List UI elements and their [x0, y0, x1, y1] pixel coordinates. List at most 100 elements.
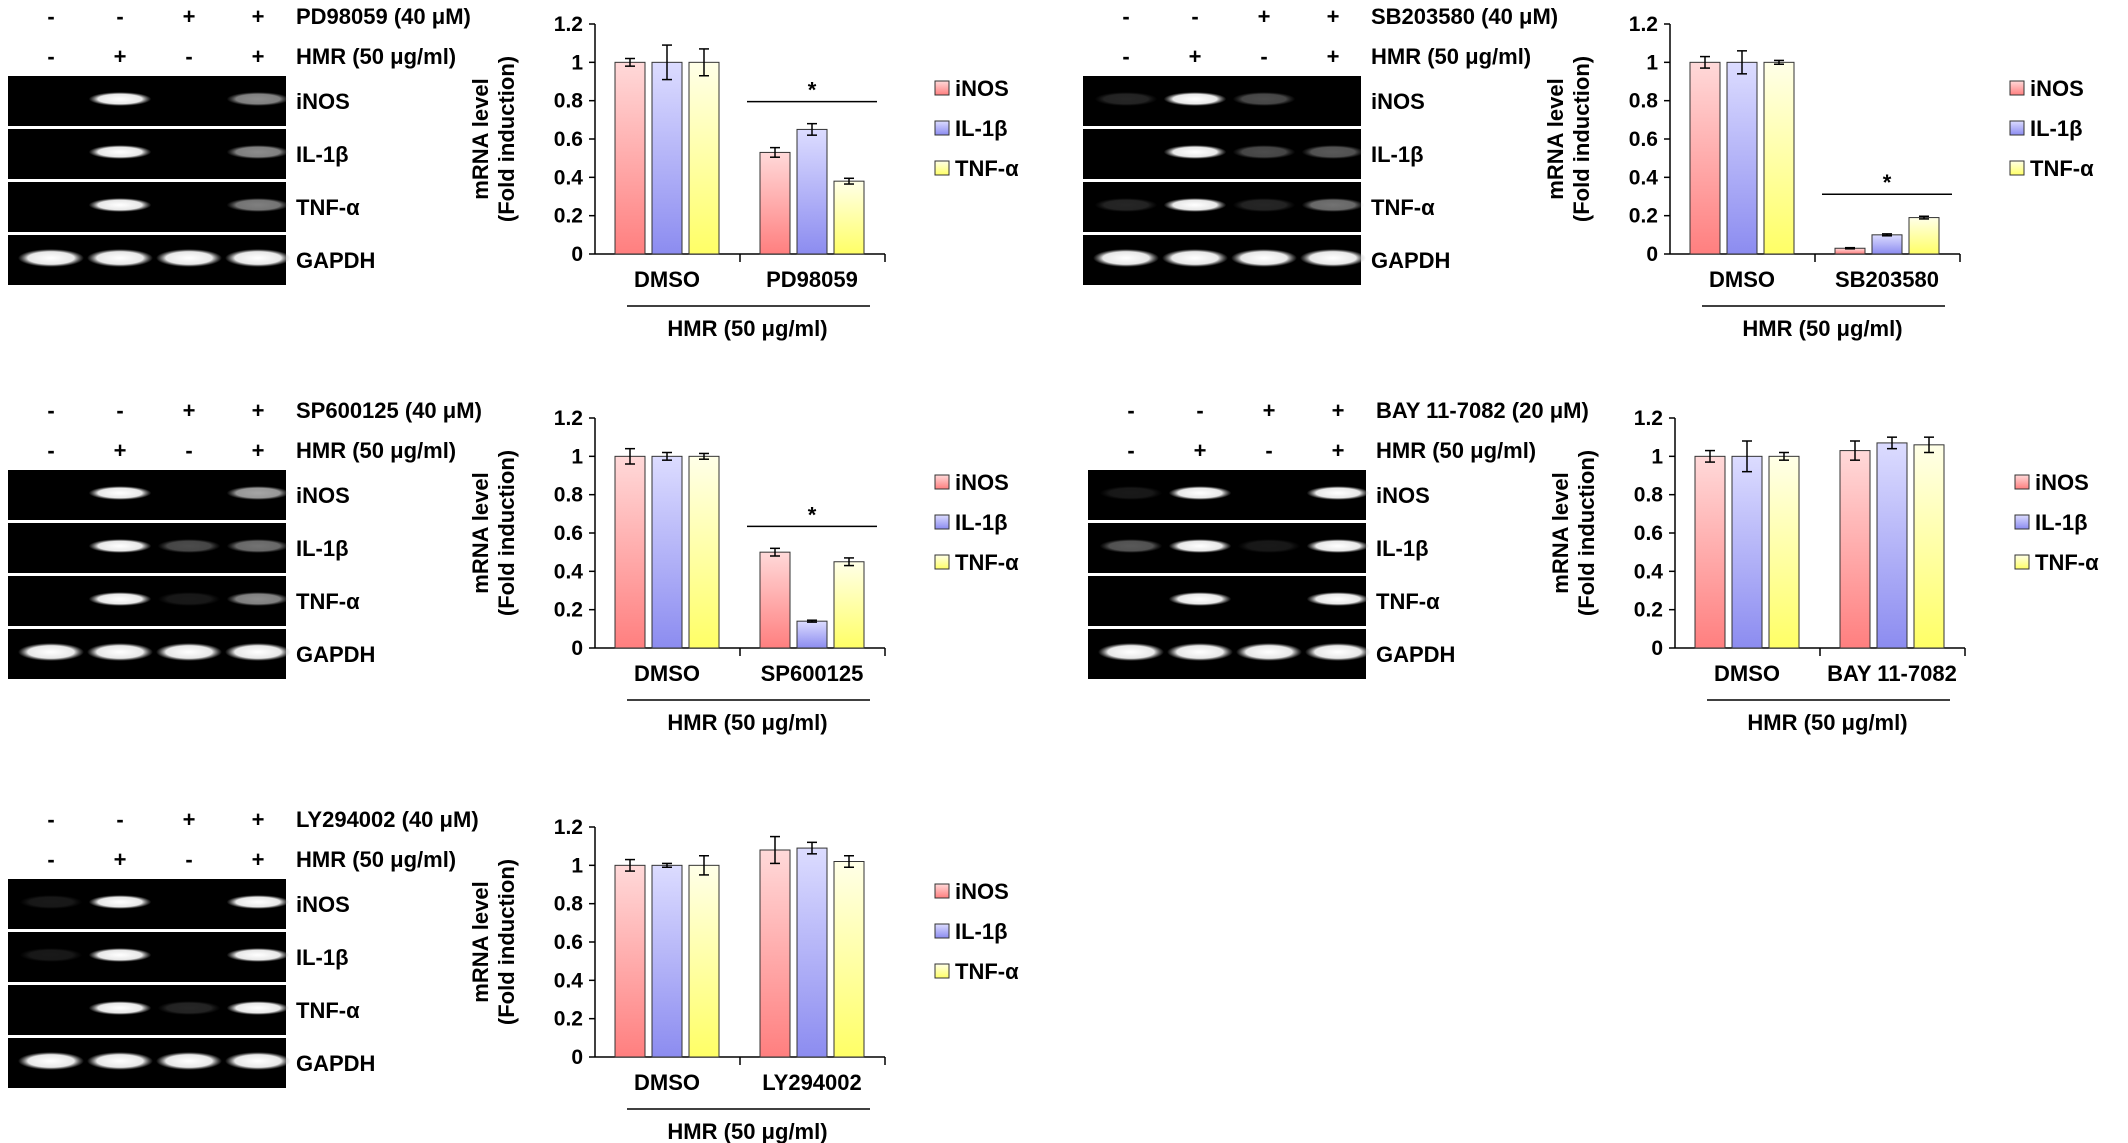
gel-band: [1237, 539, 1301, 553]
y-tick-label: 0.4: [554, 560, 584, 583]
y-tick-label: 0: [571, 243, 583, 266]
gel-band: [225, 643, 291, 661]
bar: [651, 455, 683, 649]
y-tick-label: 0: [1651, 637, 1663, 660]
gel-row-label: iNOS: [1371, 89, 1425, 114]
gel-band: [88, 1001, 152, 1015]
gel-row-label: IL-1β: [296, 945, 349, 970]
gel-band: [1231, 249, 1297, 267]
category-label: DMSO: [1709, 267, 1775, 292]
inhibitor-sign: +: [1332, 398, 1345, 423]
gel-row-label: TNF-α: [296, 195, 360, 220]
gel-band: [87, 1052, 153, 1070]
legend-label: IL-1β: [955, 919, 1008, 944]
gel-band: [226, 92, 290, 106]
y-tick-label: 0.6: [1634, 522, 1663, 545]
panel-4: - - + + - + - + BAY 11-7082 (20 μM) HMR (50 μg/ml…: [1088, 398, 2099, 735]
hmr-sign: +: [252, 438, 265, 463]
inhibitor-sign: -: [1127, 398, 1134, 423]
category-label: DMSO: [1714, 661, 1780, 686]
hmr-sign: -: [47, 44, 54, 69]
gel-band: [1094, 92, 1158, 106]
bar: [1871, 234, 1903, 255]
inhibitor-sign: -: [1122, 4, 1129, 29]
bar: [759, 151, 791, 255]
inhibitor-sign: +: [183, 807, 196, 832]
y-tick-label: 0.4: [554, 166, 584, 189]
bar: [1908, 217, 1940, 255]
hmr-sign: -: [1122, 44, 1129, 69]
hmr-sign: +: [1332, 438, 1345, 463]
hmr-sign: -: [185, 847, 192, 872]
inhibitor-sign: +: [252, 807, 265, 832]
y-tick-label: 0: [1646, 243, 1658, 266]
gel-band: [1163, 198, 1227, 212]
category-label: DMSO: [634, 661, 700, 686]
bar: [759, 849, 791, 1058]
legend-label: TNF-α: [2030, 156, 2094, 181]
gel-row-label: iNOS: [1376, 483, 1430, 508]
hmr-sign: +: [114, 44, 127, 69]
gel-band: [157, 1001, 221, 1015]
gel-band: [18, 1052, 84, 1070]
legend-swatch: [934, 80, 950, 96]
gel-row-label: iNOS: [296, 89, 350, 114]
y-tick-label: 1.2: [1629, 13, 1658, 36]
gel-band: [226, 592, 290, 606]
gel-row-label: iNOS: [296, 483, 350, 508]
y-tick-label: 0.8: [554, 90, 584, 113]
gel-band: [1099, 486, 1163, 500]
y-axis-title-line2: (Fold induction): [494, 56, 519, 222]
hmr-sign: +: [1327, 44, 1340, 69]
category-label: LY294002: [762, 1070, 862, 1095]
y-tick-label: 0: [571, 637, 583, 660]
gel-band: [1162, 249, 1228, 267]
gel-band: [225, 249, 291, 267]
category-label: BAY 11-7082: [1827, 661, 1957, 686]
category-label: DMSO: [634, 267, 700, 292]
inhibitor-sign: +: [1327, 4, 1340, 29]
gel-band: [88, 539, 152, 553]
y-axis-title: mRNA level (Fold induction): [1543, 56, 1594, 222]
hmr-sign: +: [252, 847, 265, 872]
gel-band: [156, 643, 222, 661]
inhibitor-sign: -: [1191, 4, 1198, 29]
gel-band: [226, 895, 290, 909]
hmr-sign: -: [47, 438, 54, 463]
legend-swatch: [2014, 474, 2030, 490]
y-axis-title: mRNA level (Fold induction): [468, 56, 519, 222]
gel-band: [88, 486, 152, 500]
category-label: SB203580: [1835, 267, 1939, 292]
y-tick-label: 0.6: [1629, 128, 1658, 151]
legend-swatch: [2009, 80, 2025, 96]
y-tick-label: 1: [571, 445, 583, 468]
gel-band: [1301, 145, 1365, 159]
inhibitor-sign: -: [47, 398, 54, 423]
inhibitor-label: LY294002 (40 μM): [296, 807, 479, 832]
inhibitor-sign: -: [116, 4, 123, 29]
legend-label: IL-1β: [955, 510, 1008, 535]
bar: [688, 864, 720, 1058]
gel-band: [88, 145, 152, 159]
y-axis-title-line2: (Fold induction): [1569, 56, 1594, 222]
legend-swatch: [934, 474, 950, 490]
legend-label: iNOS: [2035, 470, 2089, 495]
y-tick-label: 1.2: [554, 407, 583, 430]
y-tick-label: 0.6: [554, 931, 583, 954]
gel-band: [1305, 643, 1371, 661]
gel-band: [88, 592, 152, 606]
hmr-sign: -: [1260, 44, 1267, 69]
hmr-label: HMR (50 μg/ml): [1371, 44, 1531, 69]
legend-label: TNF-α: [2035, 550, 2099, 575]
hmr-label: HMR (50 μg/ml): [296, 847, 456, 872]
gel-band: [226, 539, 290, 553]
gel-band: [226, 948, 290, 962]
hmr-sign: +: [114, 847, 127, 872]
hmr-sign: +: [114, 438, 127, 463]
y-tick-label: 0.6: [554, 522, 583, 545]
bar: [688, 455, 720, 649]
gel-band: [1306, 592, 1370, 606]
inhibitor-sign: +: [1263, 398, 1276, 423]
bar: [1689, 61, 1721, 255]
bar: [1768, 455, 1800, 649]
